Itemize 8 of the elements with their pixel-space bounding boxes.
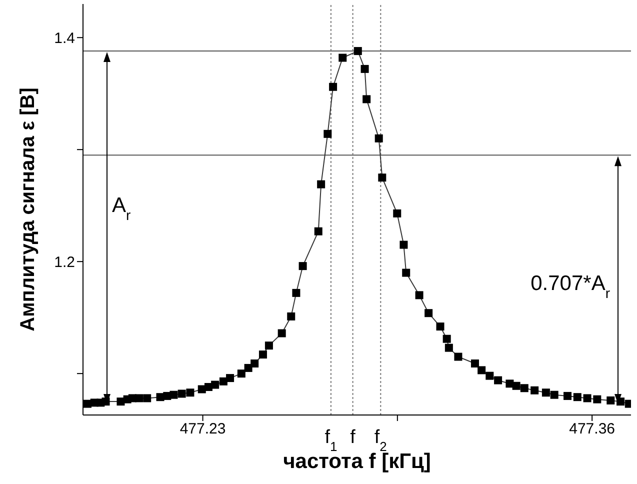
x-tick-label: 477.36 [569,420,616,438]
annotation: A$_{r}$ [112,194,132,223]
ref-line-label: f [350,427,356,448]
y-tick-label: 1.2 [54,254,75,271]
y-tick-label: 1.4 [54,30,75,47]
x-tick-label: 477.23 [180,420,226,438]
y-axis-title: Амплитуда сигнала ε [В] [17,88,40,332]
annotation: 0.707*A$_{r}$ [530,272,610,301]
